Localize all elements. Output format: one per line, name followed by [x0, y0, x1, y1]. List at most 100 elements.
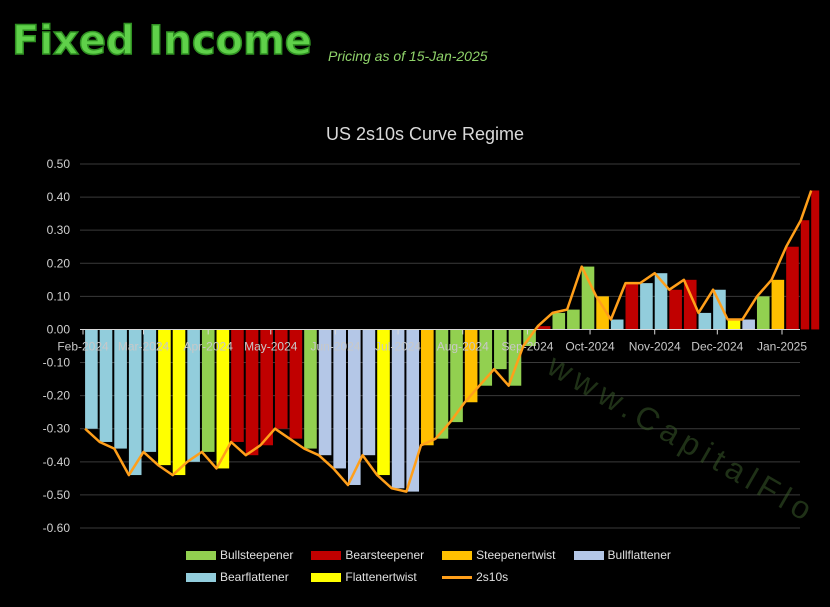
legend-bullflattener: Bullflattener: [573, 548, 671, 562]
y-tick-label: -0.60: [43, 521, 71, 535]
regime-bar: [727, 319, 741, 330]
chart-title: US 2s10s Curve Regime: [326, 124, 524, 144]
y-tick-label: -0.20: [43, 389, 71, 403]
regime-bar: [245, 329, 259, 456]
y-tick-label: 0.10: [47, 289, 71, 303]
regime-bar: [698, 312, 712, 330]
watermark: www.CapitalFlo: [541, 346, 824, 530]
regime-bar: [391, 329, 405, 489]
regime-bar: [406, 329, 420, 492]
y-tick-label: 0.40: [47, 190, 71, 204]
x-tick-label: Jul-2024: [375, 339, 421, 353]
x-tick-label: Sep-2024: [501, 339, 553, 353]
legend-label: Bearflattener: [220, 570, 289, 584]
legend-label: Flattenertwist: [345, 570, 417, 584]
regime-bar: [187, 329, 200, 462]
regime-bar: [318, 329, 332, 456]
legend-label: Bullflattener: [607, 548, 671, 562]
regime-bar: [610, 319, 624, 330]
legend-swatch: [311, 572, 342, 582]
y-tick-label: -0.50: [43, 488, 71, 502]
x-tick-label: May-2024: [244, 339, 298, 353]
y-tick-label: -0.10: [43, 356, 71, 370]
x-tick-label: Jun-2024: [310, 339, 360, 353]
y-tick-label: 0.00: [47, 322, 71, 336]
x-tick-label: Aug-2024: [437, 339, 489, 353]
legend-swatch: [442, 550, 473, 560]
legend-label: Steepenertwist: [476, 548, 556, 562]
regime-bar: [683, 279, 697, 330]
pricing-date: Pricing as of 15-Jan-2025: [328, 48, 488, 64]
regime-bar: [537, 326, 551, 330]
regime-bar: [494, 329, 507, 370]
x-tick-label: Mar-2024: [118, 339, 170, 353]
x-tick-label: Nov-2024: [629, 339, 681, 353]
regime-bar: [450, 329, 463, 423]
regime-bar: [143, 329, 157, 452]
legend-line-swatch: [442, 575, 473, 579]
regime-bar: [786, 246, 799, 330]
regime-bar: [654, 273, 668, 330]
legend: Bullsteepener Bearsteepener Steepenertwi…: [186, 548, 671, 584]
regime-bar: [362, 329, 376, 456]
y-tick-label: 0.50: [47, 157, 71, 171]
regime-bar: [479, 329, 493, 386]
legend-bearflattener: Bearflattener: [186, 570, 293, 584]
regime-bar: [756, 296, 770, 330]
regime-bar: [347, 329, 361, 485]
x-tick-label: Jan-2025: [757, 339, 807, 353]
regime-bar: [713, 289, 726, 330]
regime-bar: [742, 319, 755, 330]
legend-label: 2s10s: [476, 570, 509, 584]
regime-bar: [274, 329, 288, 429]
regime-bar: [333, 329, 346, 469]
legend-swatch: [311, 550, 342, 560]
legend-swatch: [186, 550, 216, 560]
y-tick-label: -0.40: [43, 455, 71, 469]
y-tick-label: -0.30: [43, 422, 71, 436]
series-line-2s10s: [84, 190, 813, 493]
legend-label: Bullsteepener: [220, 548, 294, 562]
regime-bar: [304, 329, 317, 449]
regime-bar: [99, 329, 113, 442]
legend-label: Bearsteepener: [345, 548, 425, 562]
legend-steepenertwist: Steepenertwist: [442, 548, 556, 562]
regime-bar: [377, 329, 390, 476]
legend-flattenertwist: Flattenertwist: [311, 570, 424, 584]
regime-bar: [508, 329, 522, 386]
regime-bar: [289, 329, 303, 439]
x-tick-label: Apr-2024: [184, 339, 234, 353]
regime-bar: [172, 329, 186, 476]
regime-bar: [800, 220, 810, 330]
regime-bar: [216, 329, 230, 469]
regime-bar: [581, 266, 595, 330]
legend-bearsteepener: Bearsteepener: [311, 548, 424, 562]
y-tick-label: 0.30: [47, 223, 71, 237]
regime-bar: [596, 296, 609, 330]
x-tick-label: Oct-2024: [565, 339, 615, 353]
legend-2s10s: 2s10s: [442, 570, 555, 584]
regime-bar: [669, 289, 682, 330]
regime-bar: [421, 329, 434, 446]
legend-swatch: [186, 572, 216, 582]
regime-bar: [114, 329, 127, 449]
regime-bar: [811, 190, 820, 330]
regime-bar: [552, 312, 566, 330]
regime-bar: [85, 329, 98, 429]
regime-bar: [640, 283, 653, 330]
x-tick-label: Feb-2024: [57, 339, 109, 353]
x-tick-label: Dec-2024: [691, 339, 743, 353]
regime-bar: [625, 283, 639, 330]
regime-bar: [464, 329, 478, 403]
legend-swatch: [573, 550, 604, 560]
regime-bar: [231, 329, 244, 442]
regime-bar: [201, 329, 215, 452]
brand-title: Fixed Income: [11, 17, 312, 65]
regime-bar: [158, 329, 171, 466]
regime-bar: [260, 329, 273, 446]
regime-bar: [128, 329, 142, 476]
regime-bar: [771, 279, 785, 330]
legend-bullsteepener: Bullsteepener: [186, 548, 293, 562]
regime-bar: [567, 309, 580, 330]
